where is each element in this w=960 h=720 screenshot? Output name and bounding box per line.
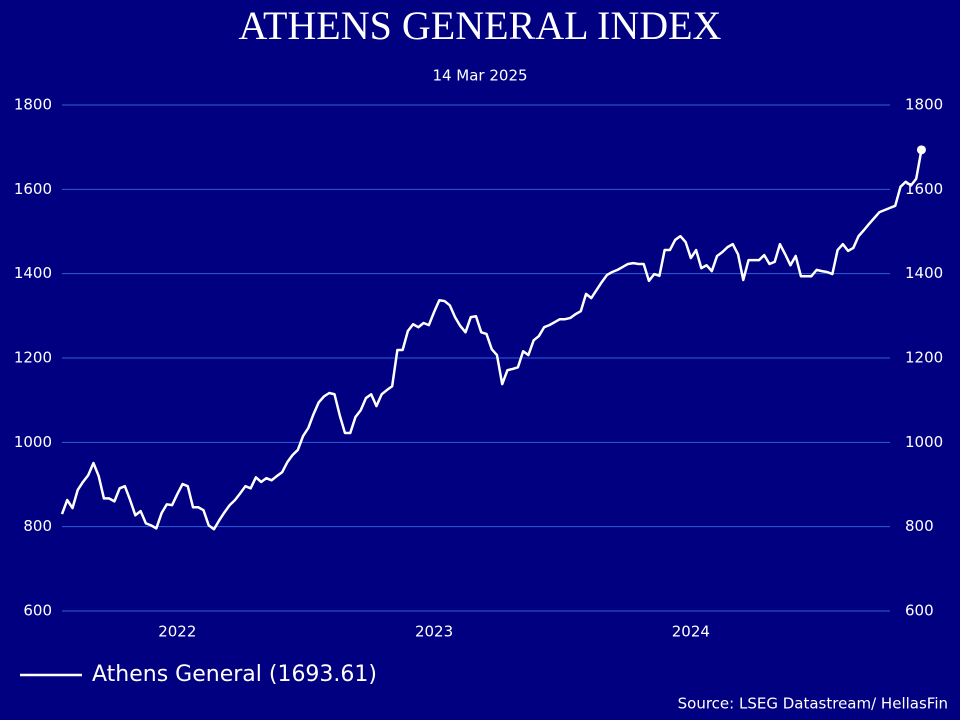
y-tick-label: 1800	[14, 96, 52, 114]
y2-tick-label: 1400	[905, 264, 943, 282]
y2-tick-label: 1800	[905, 96, 943, 114]
x-tick-label: 2022	[158, 623, 196, 641]
chart-title: ATHENS GENERAL INDEX	[239, 3, 722, 48]
legend-label: Athens General (1693.61)	[92, 662, 377, 687]
data-line	[60, 149, 923, 531]
y2-tick-label: 1200	[905, 349, 943, 367]
chart-subtitle: 14 Mar 2025	[432, 67, 527, 85]
y-tick-label: 600	[23, 602, 52, 620]
y-tick-label: 1400	[14, 264, 52, 282]
x-tick-label: 2024	[672, 623, 710, 641]
y-tick-label: 800	[23, 517, 52, 535]
y2-tick-label: 800	[905, 517, 934, 535]
y-tick-label: 1200	[14, 349, 52, 367]
y-tick-label: 1000	[14, 433, 52, 451]
y-tick-label: 1600	[14, 180, 52, 198]
y2-tick-label: 1000	[905, 433, 943, 451]
end-point	[916, 145, 926, 155]
x-tick-label: 2023	[415, 623, 453, 641]
y2-tick-label: 600	[905, 602, 934, 620]
source-note: Source: LSEG Datastream/ HellasFin	[678, 695, 948, 713]
y2-tick-label: 1600	[905, 180, 943, 198]
